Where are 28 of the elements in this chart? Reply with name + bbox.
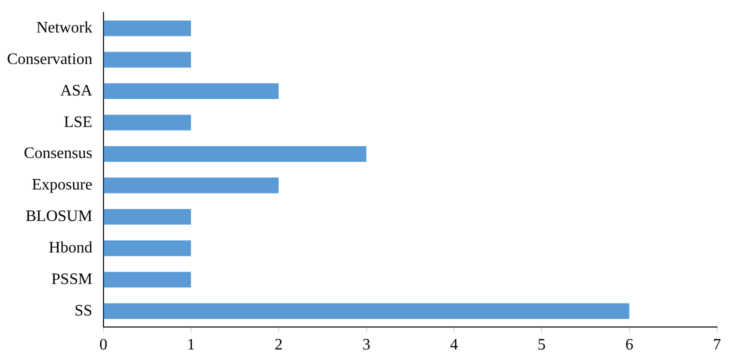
y-tick-label: Exposure — [32, 176, 92, 194]
bar — [104, 146, 366, 162]
y-tick-label: ASA — [60, 82, 93, 100]
x-tick-label: 7 — [713, 336, 721, 354]
bar — [104, 52, 191, 68]
x-tick-label: 2 — [274, 336, 283, 354]
bar — [104, 208, 191, 225]
bar — [104, 272, 191, 288]
bar — [104, 240, 191, 256]
y-tick-label: Network — [36, 20, 92, 37]
bar — [104, 83, 279, 100]
x-tick-label: 3 — [362, 336, 370, 354]
bar — [104, 20, 191, 36]
x-tick-label: 1 — [186, 336, 195, 354]
y-tick-label: PSSM — [51, 270, 92, 288]
y-tick-label: BLOSUM — [26, 208, 92, 226]
bar — [104, 114, 191, 130]
y-tick-label: Conservation — [6, 50, 92, 68]
x-tick-label: 6 — [625, 336, 634, 354]
y-tick-label: Hbond — [48, 239, 92, 256]
y-tick-label: Consensus — [24, 145, 92, 162]
x-tick-label: 5 — [538, 336, 546, 354]
y-tick-label: LSE — [64, 114, 92, 131]
bar — [104, 178, 279, 194]
bar — [104, 303, 630, 319]
x-tick-label: 0 — [99, 336, 108, 354]
y-tick-label: SS — [74, 302, 92, 320]
x-tick-label: 4 — [450, 336, 458, 354]
